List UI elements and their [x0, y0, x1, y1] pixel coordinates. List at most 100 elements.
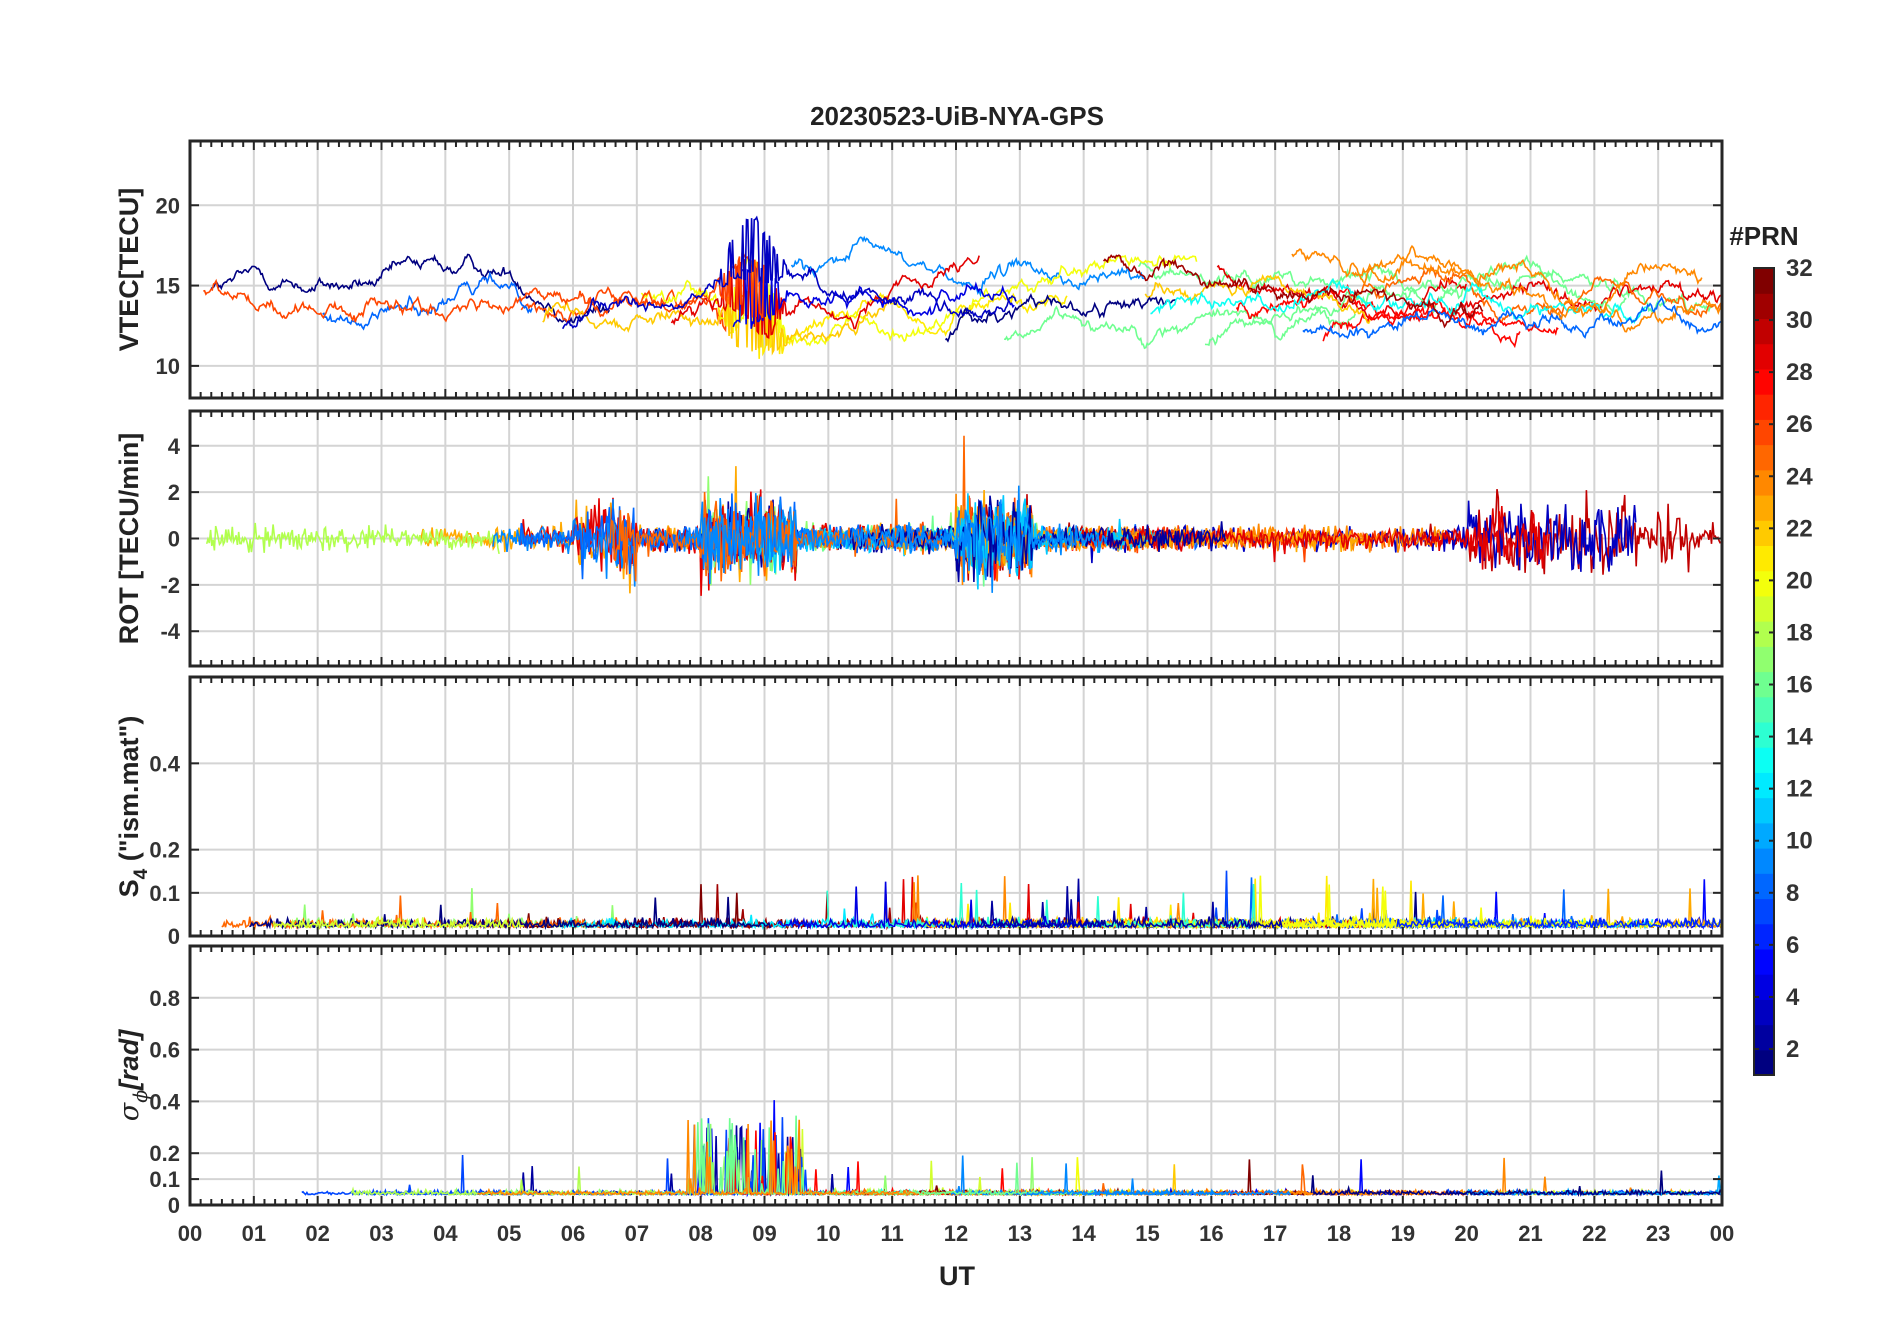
- prn-trace: [1077, 506, 1550, 570]
- prn-trace: [477, 1119, 917, 1197]
- colorbar-tick-label: 28: [1786, 359, 1813, 386]
- y-tick-label: 0.1: [149, 881, 180, 906]
- colorbar-tick-label: 24: [1786, 463, 1813, 490]
- prn-trace: [1274, 1157, 1722, 1197]
- y-tick-label: 10: [156, 354, 180, 379]
- prn-trace: [1344, 266, 1722, 323]
- panel-ticks: [189, 141, 1723, 398]
- colorbar-segment: [1754, 394, 1774, 420]
- prn-trace: [205, 522, 500, 555]
- colorbar-tick-label: 18: [1786, 619, 1813, 646]
- colorbar-segment: [1754, 570, 1774, 597]
- prn-trace: [1150, 277, 1647, 325]
- prn-trace: [777, 881, 1103, 931]
- panel-ticks: [189, 946, 1723, 1206]
- colorbar-segment: [1754, 848, 1774, 874]
- colorbar-tick-label: 12: [1786, 776, 1813, 803]
- prn-trace: [640, 254, 1198, 347]
- x-tick-label: 13: [1008, 1221, 1032, 1246]
- colorbar-tick-label: 4: [1786, 984, 1800, 1011]
- colorbar-segment: [1754, 444, 1774, 471]
- x-tick-label: 10: [816, 1221, 840, 1246]
- x-tick-label: 21: [1518, 1221, 1542, 1246]
- prn-trace: [210, 253, 611, 324]
- colorbar-segment: [1754, 318, 1774, 345]
- colorbar-tick-label: 30: [1786, 307, 1813, 334]
- y-tick-label: 0.4: [149, 751, 180, 776]
- prn-trace: [684, 485, 1108, 585]
- x-tick-label: 23: [1646, 1221, 1670, 1246]
- prn-trace: [944, 293, 1177, 343]
- y-axis-label: VTEC[TECU]: [114, 188, 144, 352]
- panel-2: -4 -2 0 2 4 ROT [TECU/min]: [114, 409, 1724, 668]
- y-tick-label: 0: [168, 924, 180, 949]
- y-axis-label-base: σ: [114, 1101, 145, 1121]
- y-axis-label: ROT [TECU/min]: [114, 433, 144, 644]
- prn-trace: [1137, 261, 1713, 315]
- colorbar-tick-label: 10: [1786, 828, 1813, 855]
- prn-trace: [1235, 283, 1559, 336]
- colorbar-segment: [1754, 999, 1774, 1026]
- prn-trace: [975, 886, 1283, 931]
- prn-trace: [272, 915, 525, 930]
- x-tick-label: 14: [1071, 1221, 1096, 1246]
- colorbar-segment: [1754, 419, 1774, 446]
- prn-trace: [840, 1159, 1310, 1197]
- colorbar-segment: [1754, 772, 1774, 799]
- prn-trace: [203, 252, 766, 323]
- x-tick-label: 00: [178, 1221, 202, 1246]
- colorbar-segment: [1754, 545, 1774, 572]
- series-traces: [221, 870, 1722, 931]
- y-tick-label: -4: [160, 619, 180, 644]
- x-tick-label: 07: [625, 1221, 649, 1246]
- colorbar-tick-label: 6: [1786, 932, 1799, 959]
- panel-4: 00.10.2 0.4 0.6 0.8 σϕ[rad]: [114, 944, 1724, 1218]
- prn-trace: [542, 284, 891, 356]
- y-tick-label: -2: [160, 573, 180, 598]
- prn-trace: [1144, 273, 1371, 324]
- x-axis-label: UT: [939, 1261, 975, 1291]
- x-tick-label: 05: [497, 1221, 521, 1246]
- panel-ticks: [189, 677, 1723, 937]
- prn-trace: [1322, 297, 1521, 349]
- y-axis-label-subscript: ϕ: [130, 1090, 152, 1103]
- prn-trace: [1302, 295, 1722, 340]
- x-tick-label: 04: [433, 1221, 458, 1246]
- x-tick-label: 17: [1263, 1221, 1287, 1246]
- colorbar-tick-label: 22: [1786, 515, 1813, 542]
- prn-trace: [1102, 254, 1484, 329]
- x-tick-label: 22: [1582, 1221, 1606, 1246]
- colorbar-tick-label: 14: [1786, 724, 1813, 751]
- colorbar-segment: [1754, 1049, 1774, 1076]
- colorbar-tick-label: 8: [1786, 880, 1799, 907]
- colorbar-segment: [1754, 293, 1774, 320]
- colorbar-tick-label: 32: [1786, 255, 1813, 282]
- y-tick-label: 0.2: [149, 1141, 180, 1166]
- y-axis-label-rest: ("ism.mat"): [114, 716, 144, 869]
- colorbar-segment: [1754, 797, 1774, 824]
- x-tick-label: 08: [688, 1221, 712, 1246]
- series-traces: [301, 1100, 1722, 1198]
- y-axis-label-rest: [rad]: [114, 1029, 144, 1091]
- colorbar-title: #PRN: [1729, 221, 1798, 251]
- x-tick-label: 03: [369, 1221, 393, 1246]
- x-tick-label: 06: [561, 1221, 585, 1246]
- y-axis-label-subscript: 4: [131, 868, 152, 879]
- x-tick-label: 00: [1710, 1221, 1734, 1246]
- x-tick-label: 16: [1199, 1221, 1223, 1246]
- prn-trace: [1351, 258, 1722, 333]
- panel-grid: [189, 946, 1723, 1206]
- colorbar-segment: [1754, 268, 1774, 294]
- x-tick-label: 15: [1135, 1221, 1159, 1246]
- x-tick-label: 11: [881, 1221, 904, 1246]
- y-axis-label: σϕ[rad]: [114, 1029, 152, 1121]
- colorbar-segment: [1754, 747, 1774, 773]
- colorbar-segment: [1754, 520, 1774, 547]
- colorbar-segment: [1754, 974, 1774, 1000]
- colorbar-segment: [1754, 368, 1774, 395]
- y-tick-label: 0.1: [149, 1167, 180, 1192]
- colorbar-segment: [1754, 873, 1774, 900]
- colorbar-segment: [1754, 696, 1774, 723]
- chart-title: 20230523-UiB-NYA-GPS: [810, 101, 1104, 131]
